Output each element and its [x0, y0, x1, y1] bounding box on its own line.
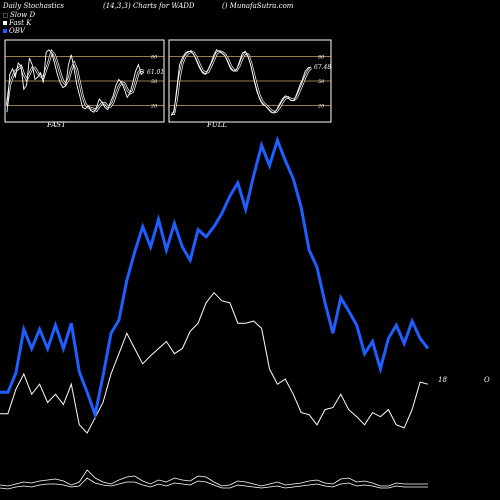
volume-line-b — [0, 477, 428, 490]
full-tick-50: 50 — [318, 79, 325, 85]
full-fast-k-line — [170, 49, 312, 116]
volume-strip — [0, 469, 428, 490]
legend-swatch-obv — [3, 29, 7, 33]
panel-label-fast: FAST — [47, 121, 66, 129]
obv-line — [0, 135, 430, 421]
full-tick-20: 20 — [317, 104, 325, 110]
fast-tick-20: 20 — [150, 104, 158, 110]
chart-title: Daily Stochastics — [3, 2, 65, 10]
full-value-label: 67.48 — [314, 64, 331, 71]
fast-fast-k-line — [6, 49, 145, 113]
offscreen-annotation-fragment: O — [484, 376, 490, 384]
full-stochastic-panel: 80 50 20 67.48 — [168, 39, 332, 123]
site-label: () MunafaSutra.com — [222, 2, 294, 10]
panel-label-full: FULL — [207, 121, 228, 129]
chart-params: (14,3,3) Charts for WADD — [103, 2, 195, 10]
fast-value-label: 61.01 — [147, 69, 164, 76]
legend-label-obv: OBV — [9, 27, 25, 35]
fast-tick-50: 50 — [151, 79, 158, 85]
legend-slow-d: Slow D — [3, 11, 35, 19]
main-price-obv-plot: 18 O — [0, 135, 490, 434]
price-line — [0, 291, 429, 434]
fast-tick-80: 80 — [151, 54, 158, 60]
legend-label-slow-d: Slow D — [10, 11, 36, 19]
legend-obv: OBV — [3, 27, 25, 35]
fast-slow-d-line — [6, 50, 145, 112]
legend-fast-k: Fast K — [3, 19, 31, 27]
legend-swatch-slow-d — [3, 12, 8, 18]
full-slow-d-line — [171, 50, 312, 115]
last-value-annotation: 18 — [438, 376, 447, 384]
legend-swatch-fast-k — [3, 21, 7, 25]
fast-stochastic-panel: 80 50 20 61.01 — [4, 39, 165, 123]
legend-label-fast-k: Fast K — [9, 19, 32, 27]
volume-line-a — [0, 469, 428, 487]
full-tick-80: 80 — [318, 54, 325, 60]
